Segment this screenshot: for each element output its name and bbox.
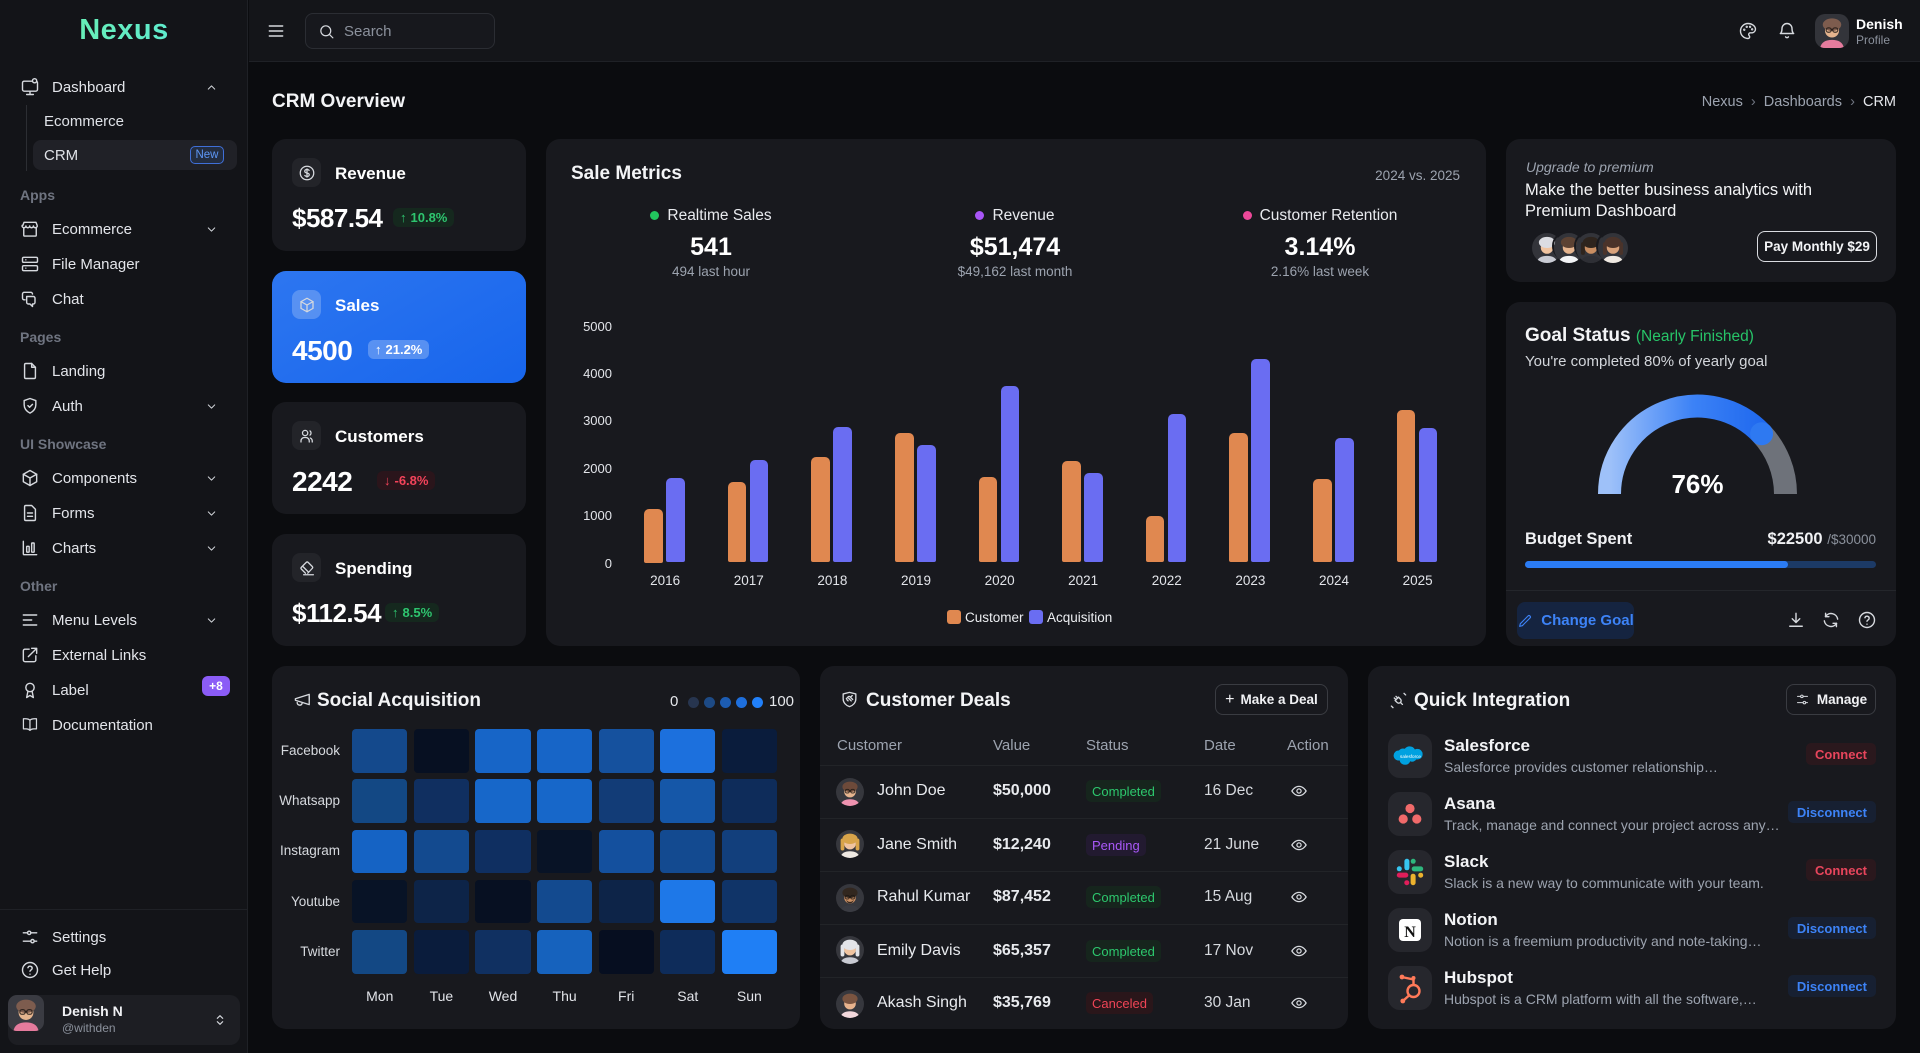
svg-text:salesforce: salesforce — [1400, 754, 1421, 759]
svg-text:N: N — [1404, 924, 1416, 941]
